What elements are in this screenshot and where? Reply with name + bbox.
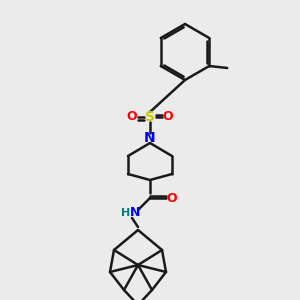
Text: N: N	[144, 131, 156, 145]
Text: O: O	[167, 191, 177, 205]
Text: O: O	[163, 110, 173, 124]
Text: N: N	[130, 206, 140, 220]
Text: O: O	[127, 110, 137, 124]
Text: S: S	[145, 110, 155, 124]
Text: H: H	[122, 208, 130, 218]
